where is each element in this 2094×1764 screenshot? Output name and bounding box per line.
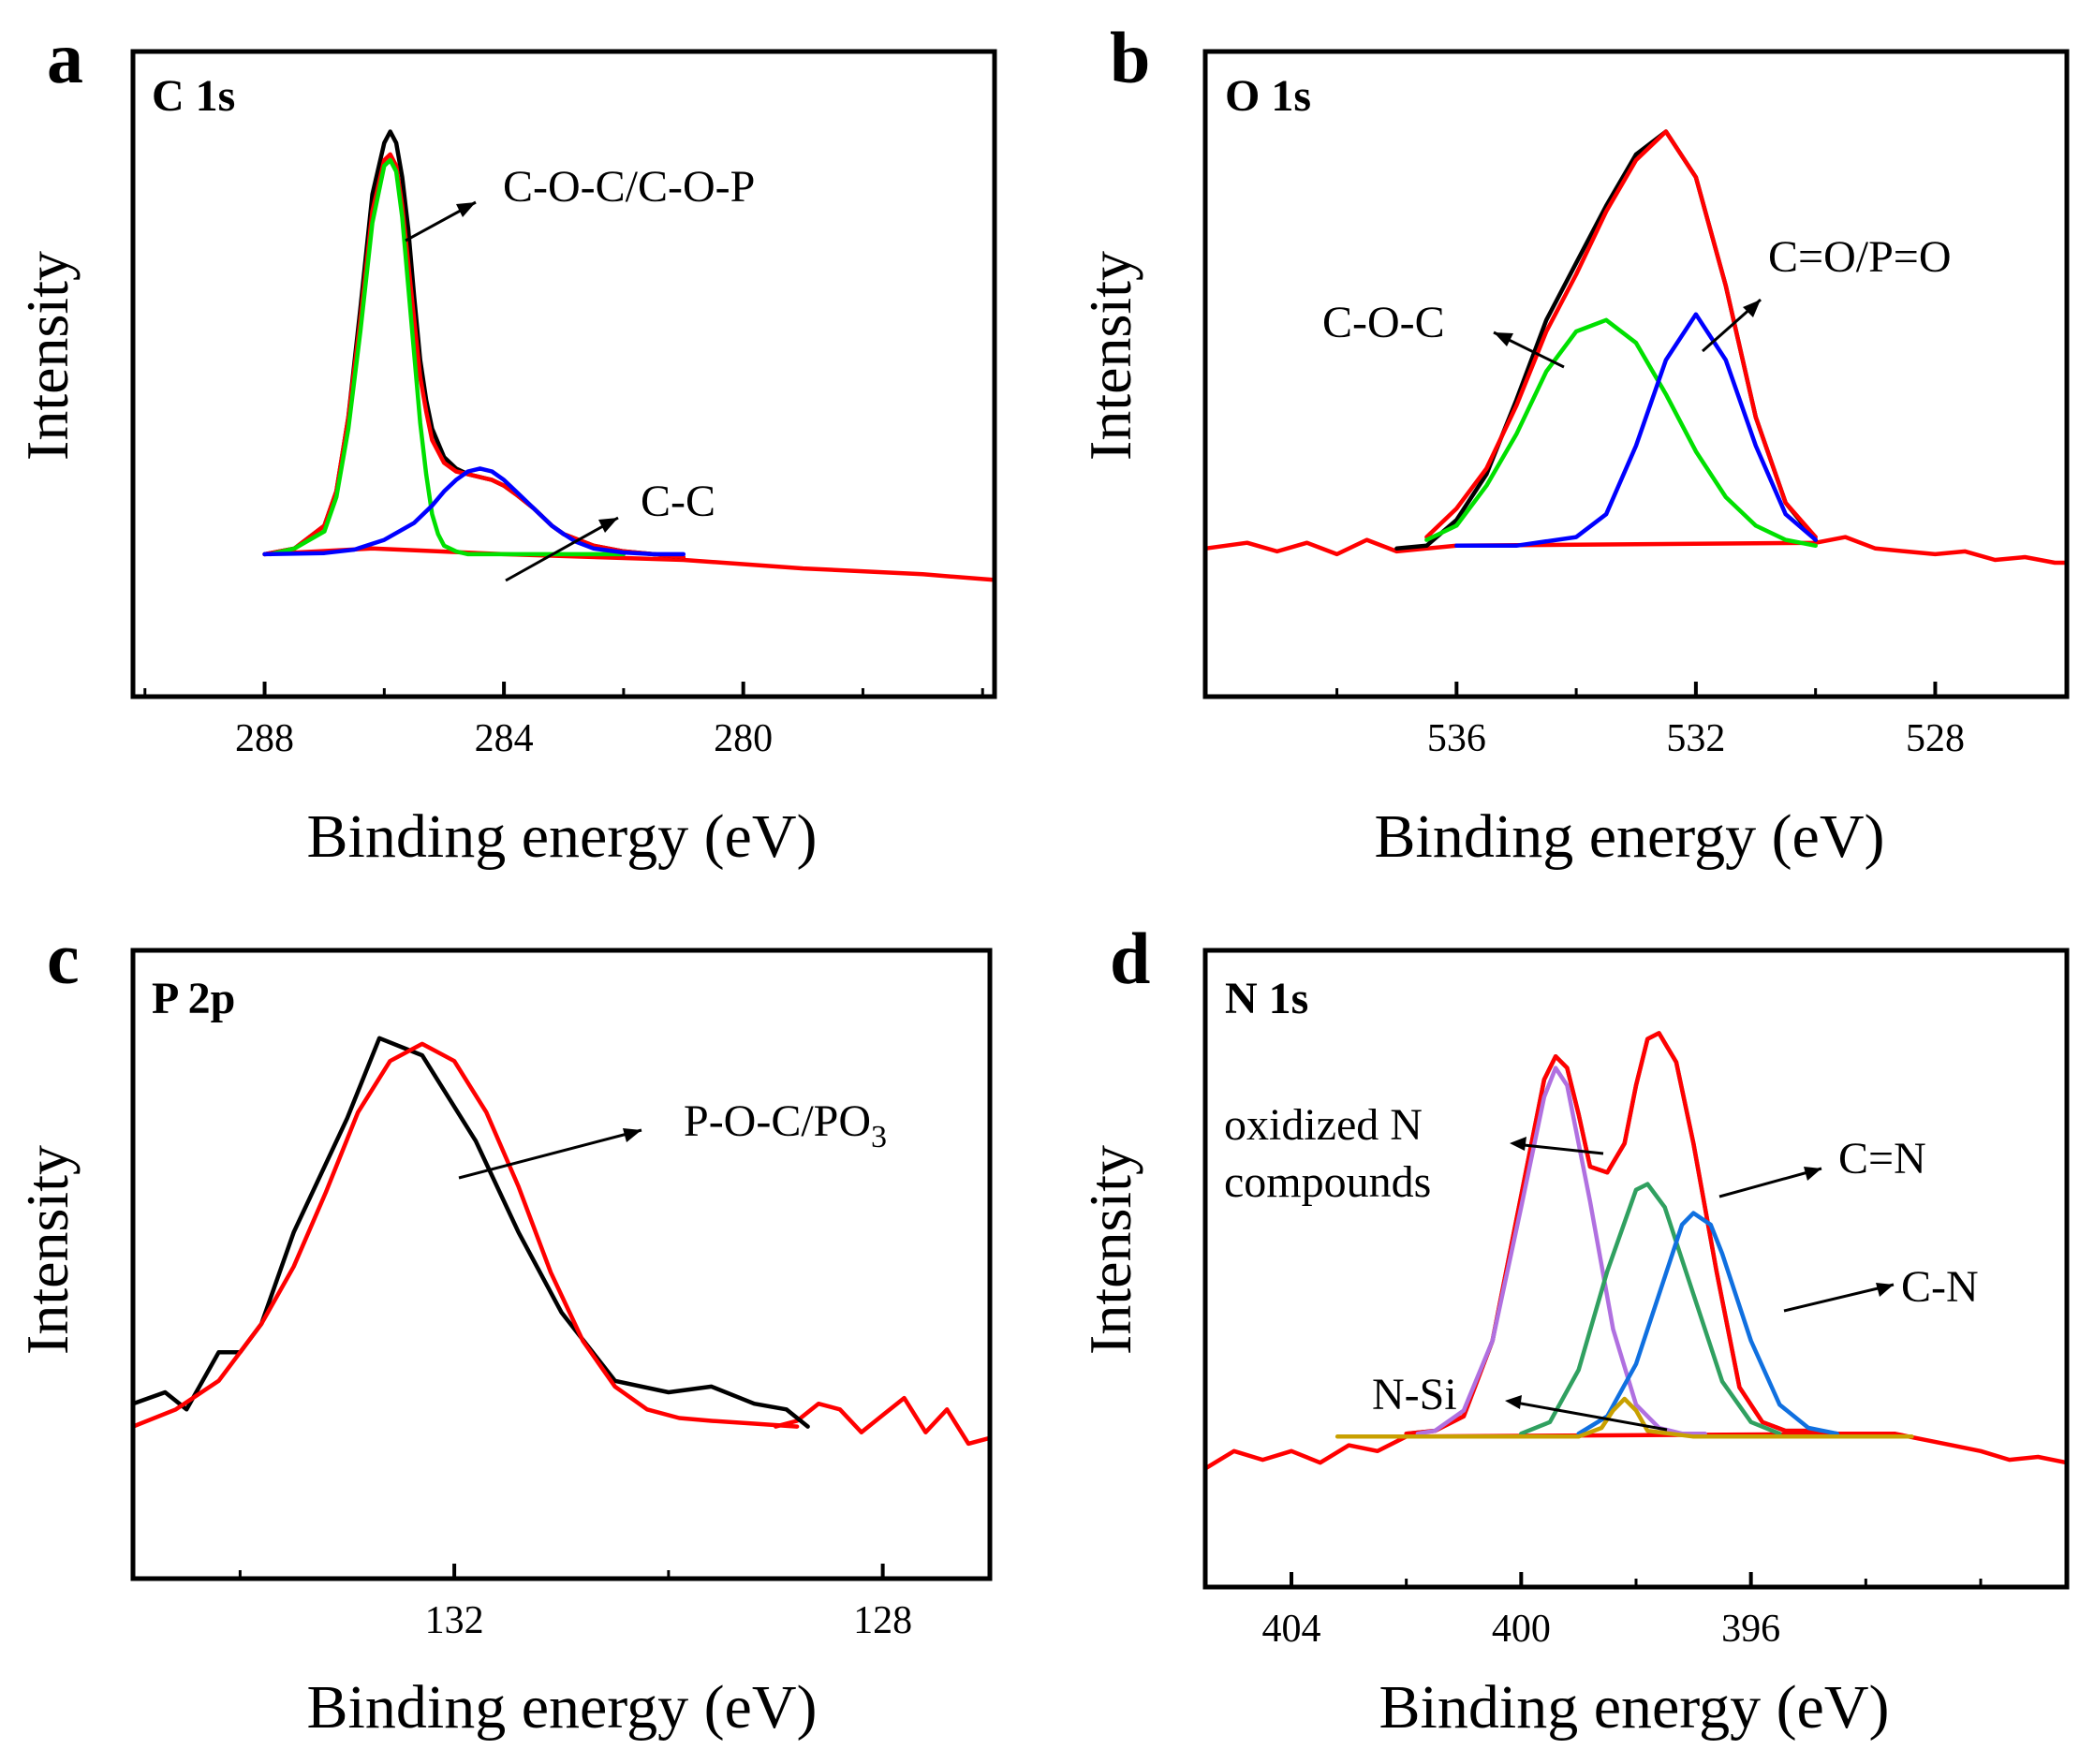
series-background-line: [1202, 535, 2070, 566]
x-axis-label-d: Binding energy (eV): [1379, 1673, 1890, 1742]
panel-label-a: a: [47, 17, 83, 98]
x-axis-label-b: Binding energy (eV): [1375, 802, 1885, 871]
series-line-envelope: [1404, 1031, 1897, 1436]
series-background-line: [1202, 1431, 2070, 1471]
panel-d-n1s: d N 1s Intensity Binding energy (eV) 404…: [1077, 918, 2070, 1742]
series-line-measured: [130, 1036, 810, 1429]
plot-frame-d: [1202, 948, 2070, 1590]
y-axis-label-b: Intensity: [1077, 251, 1143, 461]
panel-title-b: O 1s: [1225, 71, 1311, 121]
x-tick-label: 404: [1262, 1608, 1321, 1651]
series-line-oxidized-n-compounds: [1415, 1066, 1707, 1436]
series-line-envelope: [1424, 129, 1818, 539]
annotation-label-p-o-c-po3-text: P-O-C/PO: [684, 1096, 871, 1146]
panel-b-o1s: b O 1s Intensity Binding energy (eV) 536…: [1077, 17, 2070, 871]
annotation-d-1: oxidized N compounds: [1224, 1100, 1604, 1207]
annotation-label-c-o-c-c-o-p: C-O-C/C-O-P: [503, 162, 755, 212]
series-line-measured: [1394, 129, 1818, 551]
series-background-line: [262, 546, 997, 582]
series-background-line: [774, 1395, 993, 1447]
x-axis-label-a: Binding energy (eV): [307, 802, 818, 871]
annotation-d-3: C-N: [1783, 1262, 1979, 1313]
series-group-c: [130, 1036, 993, 1447]
x-axis-label-c: Binding energy (eV): [307, 1673, 818, 1742]
panel-title-d: N 1s: [1225, 974, 1308, 1023]
series-group-b: [1202, 129, 2070, 566]
y-axis-label-d: Intensity: [1077, 1145, 1143, 1355]
series-line-n-si: [1335, 1396, 1914, 1439]
x-ticks-d: 404 400 396: [1262, 1572, 1983, 1651]
plot-frame-a: [130, 49, 997, 699]
annotation-label-oxidized-n: oxidized N: [1224, 1100, 1423, 1150]
panel-label-b: b: [1110, 17, 1150, 98]
series-line-c-o-c-c-o-p: [268, 157, 627, 557]
x-tick-label: 132: [425, 1599, 484, 1642]
panel-title-a: C 1s: [152, 71, 235, 121]
annotation-c-1: P-O-C/PO3: [458, 1096, 887, 1180]
x-ticks-a: 288 284 280: [143, 682, 984, 760]
x-tick-label: 280: [714, 717, 773, 760]
annotation-d-2: C=N: [1718, 1134, 1926, 1198]
panel-label-d: d: [1110, 918, 1150, 999]
series-group-d: [1202, 1031, 2070, 1471]
annotation-a-2: C-C: [505, 477, 715, 582]
panel-c-p2p: c P 2p Intensity Binding energy (eV) 132…: [14, 918, 993, 1742]
panel-label-c: c: [47, 918, 80, 999]
annotation-b-1: C-O-C: [1322, 298, 1565, 369]
x-tick-label: 536: [1427, 717, 1486, 760]
x-tick-label: 528: [1906, 717, 1965, 760]
x-tick-label: 396: [1721, 1608, 1780, 1651]
x-ticks-c: 132 128: [238, 1564, 912, 1642]
annotation-a-1: C-O-C/C-O-P: [405, 162, 755, 243]
annotation-label-c-o-p-o: C=O/P=O: [1768, 232, 1952, 282]
annotation-subscript-3: 3: [871, 1120, 887, 1154]
annotation-d-4: N-Si: [1372, 1370, 1668, 1432]
annotation-label-compounds: compounds: [1224, 1157, 1431, 1207]
series-line-c-n: [1519, 1182, 1782, 1436]
x-tick-label: 128: [853, 1599, 912, 1642]
series-line-c-o-c: [1424, 317, 1818, 549]
plot-frame-b: [1202, 49, 2070, 699]
x-tick-label: 400: [1492, 1608, 1551, 1651]
series-group-a: [262, 129, 997, 582]
series-line-c-c: [262, 466, 686, 557]
y-axis-label-c: Intensity: [14, 1145, 81, 1355]
y-axis-label-a: Intensity: [14, 251, 81, 461]
series-line-envelope: [130, 1041, 800, 1429]
series-line-c-n: [1576, 1211, 1839, 1436]
series-line-envelope: [262, 152, 686, 560]
annotation-label-c-n-double: C=N: [1838, 1134, 1926, 1183]
annotation-label-p-o-c-po3: P-O-C/PO3: [684, 1096, 887, 1154]
x-tick-label: 284: [475, 717, 534, 760]
annotation-label-c-n-single: C-N: [1901, 1262, 1979, 1312]
x-ticks-b: 536 532 528: [1335, 682, 1965, 760]
panel-a-c1s: a C 1s Intensity Binding energy (eV) 288…: [14, 17, 997, 871]
series-line-c-o-p-o: [1454, 312, 1818, 549]
panel-title-c: P 2p: [152, 974, 235, 1023]
x-tick-label: 288: [235, 717, 294, 760]
annotation-b-2: C=O/P=O: [1702, 232, 1952, 353]
x-tick-label: 532: [1666, 717, 1725, 760]
annotation-label-c-c: C-C: [641, 477, 715, 526]
annotation-label-n-si: N-Si: [1372, 1370, 1457, 1419]
annotation-label-c-o-c: C-O-C: [1322, 298, 1445, 347]
plot-frame-c: [130, 948, 993, 1581]
